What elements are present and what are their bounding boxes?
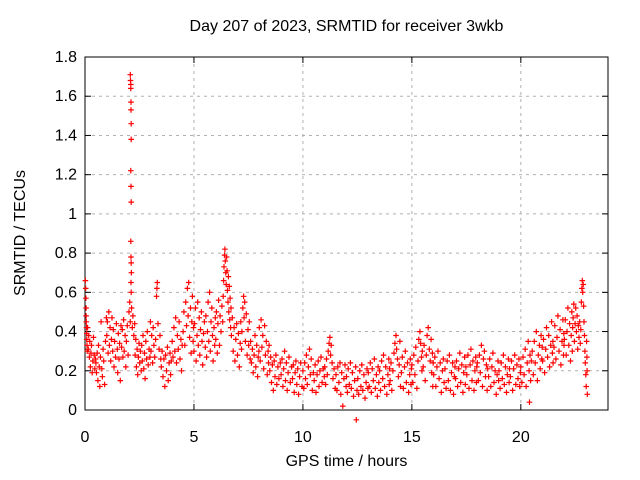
chart-title: Day 207 of 2023, SRMTID for receiver 3wk…	[189, 18, 504, 35]
y-tick-label: 1.8	[55, 49, 77, 66]
y-tick-label: 0	[68, 402, 77, 419]
x-tick-label: 10	[294, 429, 312, 446]
data-points	[82, 71, 591, 423]
x-axis-title: GPS time / hours	[285, 453, 408, 470]
y-tick-label: 0.4	[55, 324, 77, 341]
y-axis-title: SRMTID / TECUs	[12, 170, 29, 296]
x-tick-label: 20	[512, 429, 530, 446]
x-tick-label: 0	[81, 429, 90, 446]
y-tick-label: 0.6	[55, 284, 77, 301]
y-tick-label: 1	[68, 206, 77, 223]
x-tick-label: 15	[403, 429, 421, 446]
y-tick-label: 1.4	[55, 127, 77, 144]
y-tick-label: 0.8	[55, 245, 77, 262]
x-tick-label: 5	[190, 429, 199, 446]
y-tick-label: 0.2	[55, 363, 77, 380]
plot-border	[84, 56, 609, 411]
y-tick-label: 1.6	[55, 88, 77, 105]
y-tick-label: 1.2	[55, 167, 77, 184]
